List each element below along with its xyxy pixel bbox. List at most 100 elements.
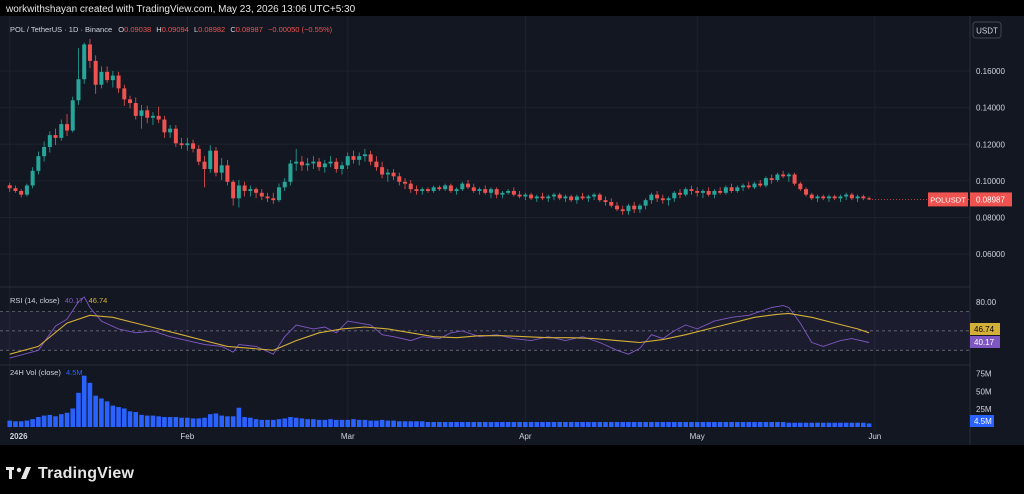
candle xyxy=(637,203,642,213)
candle-body xyxy=(723,187,728,193)
volume-axis-tick-label: 50M xyxy=(976,387,992,396)
candle xyxy=(718,187,723,195)
candle xyxy=(672,190,677,202)
candle xyxy=(660,194,665,204)
candle xyxy=(517,190,522,199)
candle xyxy=(196,145,201,166)
price-axis-tick-label: 0.08000 xyxy=(976,214,1005,223)
candle-body xyxy=(546,196,551,199)
candle xyxy=(53,128,58,146)
candle xyxy=(844,192,849,201)
candle xyxy=(838,194,843,202)
volume-legend[interactable]: 24H Vol (close) 4.5M xyxy=(10,368,83,377)
candle-body xyxy=(202,161,207,169)
low-label: L xyxy=(194,25,198,34)
candle-body xyxy=(632,205,637,210)
low-value: 0.08982 xyxy=(198,25,225,34)
candle-body xyxy=(488,189,493,193)
candle-body xyxy=(861,196,866,199)
time-axis-tick-label: Mar xyxy=(341,432,355,441)
candle-body xyxy=(666,198,671,201)
candle-body xyxy=(265,196,270,199)
candle xyxy=(483,185,488,195)
symbol-legend[interactable]: POL / TetherUS · 1D · Binance O0.09038 H… xyxy=(10,25,333,34)
volume-bar xyxy=(717,422,723,427)
candle-body xyxy=(179,143,184,146)
volume-bar xyxy=(248,417,253,427)
candle xyxy=(534,194,539,202)
chart-area[interactable]: 2026 Feb Mar Apr May Jun POL / TetherUS · 1D … xyxy=(0,16,1024,456)
candle xyxy=(122,84,127,106)
candle xyxy=(735,185,740,193)
symbol-price-tag xyxy=(928,192,968,207)
volume-bar xyxy=(316,419,322,427)
volume-bar xyxy=(133,412,139,427)
volume-bar xyxy=(465,422,471,427)
tradingview-branding: TradingView xyxy=(6,462,134,486)
last-price-tag-label: 0.08987 xyxy=(976,195,1005,204)
candle-body xyxy=(99,71,104,85)
candle xyxy=(294,148,299,171)
volume-bar xyxy=(18,421,24,427)
volume-bar xyxy=(660,422,666,427)
volume-bar xyxy=(351,419,356,427)
candle-body xyxy=(511,190,516,195)
candle xyxy=(626,203,631,215)
candle-body xyxy=(345,156,350,166)
candle xyxy=(420,187,425,195)
candle-body xyxy=(763,178,768,186)
volume-bar xyxy=(374,420,379,427)
volume-bar xyxy=(402,421,408,427)
candle-body xyxy=(551,194,556,197)
candle-body xyxy=(368,154,373,162)
candle-body xyxy=(150,115,155,118)
volume-bar xyxy=(826,422,832,427)
candle xyxy=(557,192,562,201)
candle xyxy=(374,156,379,171)
candle-body xyxy=(357,156,362,160)
candle xyxy=(93,55,98,94)
tradingview-logo-text: TradingView xyxy=(38,465,135,482)
rsi-axis-tick-label: 80.00 xyxy=(976,298,997,307)
candle xyxy=(649,192,654,204)
volume-bar xyxy=(305,419,310,427)
candle xyxy=(236,179,241,208)
candle-body xyxy=(643,200,648,206)
candle-body xyxy=(466,183,471,188)
rsi-legend[interactable]: RSI (14, close) 40.17 46.74 xyxy=(10,296,107,305)
candle xyxy=(546,194,551,202)
candle-body xyxy=(213,150,218,173)
volume-bar xyxy=(190,418,196,427)
currency-button[interactable]: USDT xyxy=(972,21,1002,39)
volume-bar xyxy=(809,422,815,427)
volume-bar xyxy=(488,422,494,427)
volume-bar xyxy=(729,422,734,427)
rsi-pane xyxy=(0,296,970,359)
volume-bar xyxy=(425,422,431,427)
candle-body xyxy=(695,190,700,193)
volume-bar xyxy=(815,422,820,427)
candle xyxy=(821,194,826,201)
close-label: C xyxy=(230,25,236,34)
volume-bar xyxy=(431,422,436,427)
candle-body xyxy=(30,170,35,186)
candle xyxy=(128,95,133,109)
volume-bar xyxy=(637,422,643,427)
volume-bar xyxy=(517,422,522,427)
candle xyxy=(540,192,545,201)
candle-body xyxy=(19,190,24,195)
volume-bar xyxy=(333,419,339,427)
volume-bar xyxy=(167,417,173,427)
candle xyxy=(454,187,459,195)
time-axis-tick-label: Jun xyxy=(868,432,881,441)
candle xyxy=(168,125,173,138)
candle xyxy=(185,137,190,151)
candle-body xyxy=(832,196,837,199)
volume-bar xyxy=(322,419,328,427)
volume-bar xyxy=(597,422,603,427)
candle-body xyxy=(448,185,453,191)
candle xyxy=(620,205,625,215)
candle-body xyxy=(185,143,190,146)
candle-body xyxy=(506,190,511,193)
candle-body xyxy=(678,192,683,195)
